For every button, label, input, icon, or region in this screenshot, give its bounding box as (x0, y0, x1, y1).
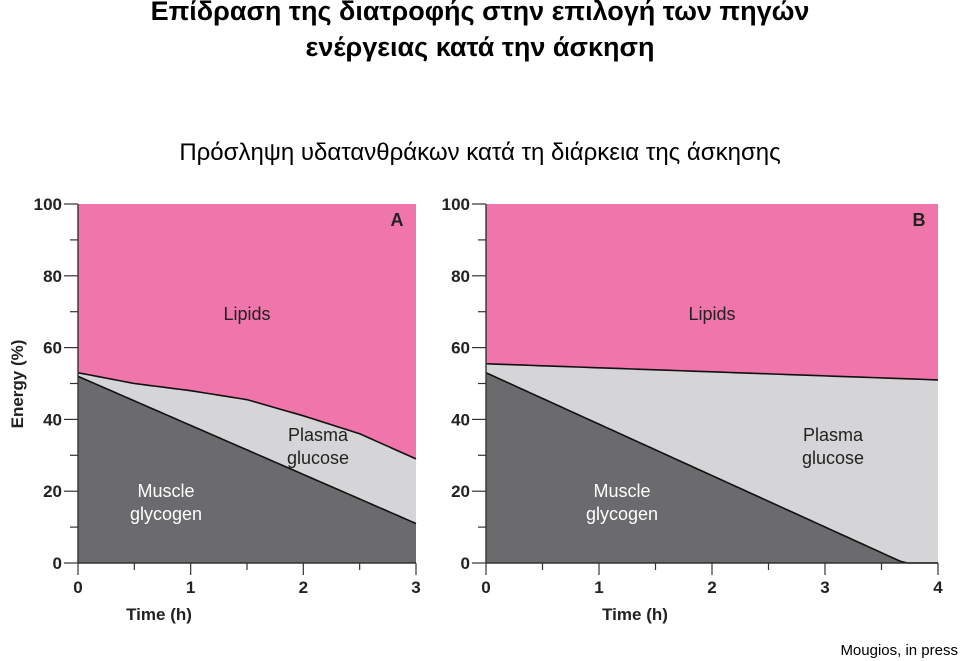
y-tick-label: 40 (43, 410, 62, 429)
lipids-label: Lipids (223, 304, 270, 324)
x-axis-title: Time (h) (126, 605, 192, 624)
muscle-glycogen-label: Muscle glycogen (130, 481, 202, 524)
muscle-glycogen-line (77, 375, 417, 525)
x-tick-label: 1 (186, 578, 195, 597)
x-tick-label: 3 (820, 578, 829, 597)
title-line-2: ενέργειας κατά την άσκηση (305, 32, 655, 62)
lipids-label: Lipids (688, 304, 735, 324)
plasma-glucose-line (77, 371, 417, 460)
subtitle: Πρόσληψη υδατανθράκων κατά τη διάρκεια τ… (179, 139, 781, 166)
x-tick-label: 1 (594, 578, 603, 597)
y-tick-label: 80 (43, 267, 62, 286)
title-line-1: Επίδραση της διατροφής στην επιλογή των … (150, 0, 810, 26)
y-tick-label: 0 (53, 554, 62, 573)
muscle-glycogen-area (78, 376, 416, 563)
muscle-glycogen-line (485, 372, 938, 564)
panel-letter: B (913, 210, 926, 230)
y-tick-label: 100 (442, 195, 470, 214)
x-tick-label: 0 (481, 578, 490, 597)
plasma-glucose-label: Plasma glucose (287, 425, 349, 468)
credit: Mougios, in press (840, 642, 958, 659)
plasma-glucose-line (485, 362, 939, 381)
y-tick-label: 100 (34, 195, 62, 214)
muscle-glycogen-label: Muscle glycogen (586, 481, 658, 524)
y-tick-label: 20 (43, 482, 62, 501)
y-tick-label: 0 (461, 554, 470, 573)
x-tick-label: 2 (707, 578, 716, 597)
chart-panel-A: 0 20 40 60 80 100 0 1 2 3 Time (h) Energy (%) A Lipid… (8, 195, 421, 624)
y-axis-title: Energy (%) (8, 340, 27, 429)
muscle-glycogen-area (486, 372, 938, 563)
y-tick-label: 60 (43, 339, 62, 358)
y-tick-label: 20 (451, 482, 470, 501)
chart-panel-B: 0 20 40 60 80 100 0 1 2 3 4 Time (h) B Lipids Plasma gl… (442, 195, 944, 624)
x-tick-label: 2 (299, 578, 308, 597)
y-tick-label: 60 (451, 339, 470, 358)
panel-letter: A (391, 210, 404, 230)
plasma-glucose-label: Plasma glucose (802, 425, 864, 468)
x-axis-title: Time (h) (602, 605, 668, 624)
y-tick-label: 40 (451, 410, 470, 429)
y-tick-label: 80 (451, 267, 470, 286)
x-tick-label: 0 (73, 578, 82, 597)
x-tick-label: 4 (933, 578, 943, 597)
x-tick-label: 3 (411, 578, 420, 597)
